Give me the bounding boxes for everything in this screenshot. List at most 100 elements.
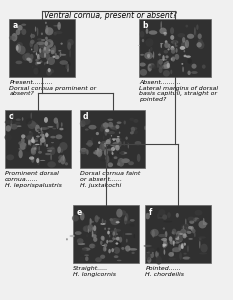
Ellipse shape <box>186 56 191 58</box>
Ellipse shape <box>109 154 113 160</box>
Ellipse shape <box>159 28 167 34</box>
Ellipse shape <box>38 132 40 133</box>
Ellipse shape <box>39 51 47 58</box>
Ellipse shape <box>125 136 128 140</box>
Ellipse shape <box>56 121 59 129</box>
Ellipse shape <box>135 146 140 150</box>
Ellipse shape <box>200 244 208 253</box>
Ellipse shape <box>105 140 110 142</box>
Ellipse shape <box>37 38 42 40</box>
Ellipse shape <box>110 144 114 146</box>
Ellipse shape <box>124 216 127 224</box>
Ellipse shape <box>159 67 163 73</box>
Ellipse shape <box>114 255 118 258</box>
Ellipse shape <box>48 126 53 128</box>
Ellipse shape <box>100 241 103 245</box>
Ellipse shape <box>65 53 67 58</box>
Ellipse shape <box>185 243 187 246</box>
Ellipse shape <box>178 232 180 237</box>
Text: a: a <box>13 21 18 30</box>
Ellipse shape <box>53 25 61 27</box>
Ellipse shape <box>123 141 125 146</box>
Ellipse shape <box>116 221 120 223</box>
Ellipse shape <box>130 224 135 227</box>
Ellipse shape <box>84 226 86 231</box>
Ellipse shape <box>164 34 167 35</box>
Ellipse shape <box>183 234 187 236</box>
Ellipse shape <box>52 56 55 58</box>
Ellipse shape <box>106 139 111 145</box>
Ellipse shape <box>162 214 167 220</box>
Ellipse shape <box>179 252 182 260</box>
Ellipse shape <box>48 150 50 153</box>
Ellipse shape <box>59 142 68 151</box>
Ellipse shape <box>16 118 21 121</box>
Ellipse shape <box>113 236 114 241</box>
Ellipse shape <box>171 46 174 50</box>
Ellipse shape <box>175 48 178 53</box>
Ellipse shape <box>47 147 54 150</box>
Ellipse shape <box>146 252 151 260</box>
Ellipse shape <box>161 21 162 29</box>
Ellipse shape <box>170 47 175 50</box>
Ellipse shape <box>30 41 33 47</box>
Ellipse shape <box>48 49 51 51</box>
Ellipse shape <box>183 62 185 67</box>
Ellipse shape <box>108 240 113 242</box>
Ellipse shape <box>145 38 154 47</box>
Ellipse shape <box>159 51 161 59</box>
Ellipse shape <box>130 131 134 134</box>
Ellipse shape <box>37 128 40 131</box>
Bar <box>139 19 211 77</box>
Ellipse shape <box>129 118 134 121</box>
Ellipse shape <box>96 217 100 220</box>
Ellipse shape <box>91 221 94 223</box>
Ellipse shape <box>93 225 96 231</box>
Ellipse shape <box>60 149 63 153</box>
Ellipse shape <box>5 120 13 124</box>
Ellipse shape <box>110 230 115 232</box>
Ellipse shape <box>104 122 107 128</box>
Ellipse shape <box>126 238 128 243</box>
Ellipse shape <box>4 134 12 141</box>
Ellipse shape <box>117 162 120 166</box>
Ellipse shape <box>32 140 35 143</box>
Ellipse shape <box>66 238 68 240</box>
Ellipse shape <box>80 148 87 152</box>
Text: Straight.....
H. longicornis: Straight..... H. longicornis <box>73 266 116 277</box>
Ellipse shape <box>199 253 207 254</box>
Ellipse shape <box>36 52 37 56</box>
Ellipse shape <box>85 128 89 130</box>
Ellipse shape <box>188 238 193 239</box>
Ellipse shape <box>130 219 135 222</box>
Ellipse shape <box>97 148 99 151</box>
Text: e: e <box>76 208 82 217</box>
Text: f: f <box>149 208 152 217</box>
Ellipse shape <box>102 144 104 149</box>
Ellipse shape <box>188 217 195 221</box>
Ellipse shape <box>115 145 120 151</box>
Ellipse shape <box>35 138 38 140</box>
Ellipse shape <box>184 55 187 57</box>
Ellipse shape <box>187 58 192 64</box>
Ellipse shape <box>45 37 47 40</box>
Ellipse shape <box>140 62 146 67</box>
Ellipse shape <box>114 124 117 131</box>
Ellipse shape <box>65 162 68 165</box>
Ellipse shape <box>165 40 168 44</box>
Ellipse shape <box>182 246 187 251</box>
Ellipse shape <box>152 56 154 57</box>
Ellipse shape <box>96 130 97 136</box>
Ellipse shape <box>45 39 54 48</box>
Ellipse shape <box>160 43 163 44</box>
Ellipse shape <box>158 217 163 219</box>
Ellipse shape <box>164 64 169 68</box>
Ellipse shape <box>51 50 55 54</box>
Ellipse shape <box>110 138 111 140</box>
Ellipse shape <box>185 40 189 48</box>
Ellipse shape <box>18 147 24 150</box>
Ellipse shape <box>106 148 115 151</box>
Ellipse shape <box>88 229 89 233</box>
Ellipse shape <box>125 245 130 252</box>
Ellipse shape <box>185 219 186 224</box>
